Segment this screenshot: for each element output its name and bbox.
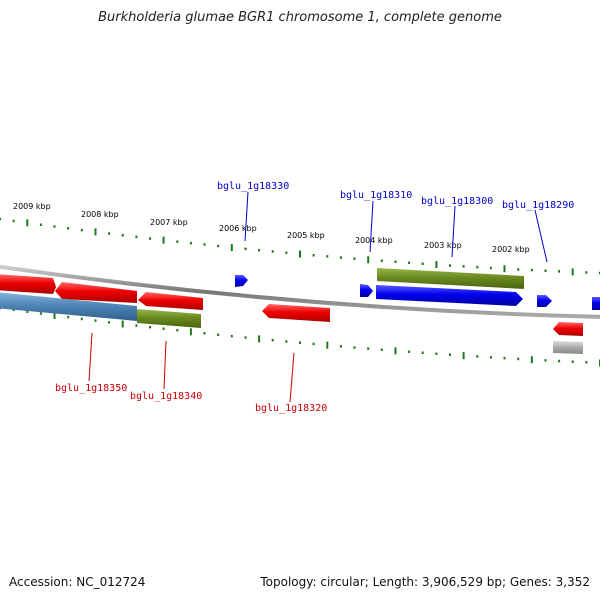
gene-arrow-bglu-1g18320[interactable] <box>262 304 330 322</box>
bottom-leader-lines <box>88 332 295 403</box>
forward-strand-genes <box>235 275 600 310</box>
gene-arrow-red[interactable] <box>0 274 56 294</box>
kbp-label-2008: 2008 kbp <box>81 210 119 219</box>
kbp-scale-labels: 2009 kbp 2008 kbp 2007 kbp 2006 kbp 2005… <box>13 202 530 254</box>
gene-label-bglu-1g18290[interactable]: bglu_1g18290 <box>502 200 574 211</box>
gene-arrow-blue-edge[interactable] <box>592 297 600 310</box>
top-gene-labels: bglu_1g18330 bglu_1g18310 bglu_1g18300 b… <box>217 181 574 211</box>
kbp-label-2003: 2003 kbp <box>424 241 462 250</box>
kbp-label-2004: 2004 kbp <box>355 236 393 245</box>
gene-label-bglu-1g18350[interactable]: bglu_1g18350 <box>55 383 127 394</box>
chromosome-backbone <box>0 264 600 319</box>
gene-label-bglu-1g18310[interactable]: bglu_1g18310 <box>340 190 412 201</box>
kbp-label-2005: 2005 kbp <box>287 231 325 240</box>
genome-summary-text: Topology: circular; Length: 3,906,529 bp… <box>260 575 590 589</box>
gene-label-bglu-1g18340[interactable]: bglu_1g18340 <box>130 391 202 402</box>
gene-label-bglu-1g18330[interactable]: bglu_1g18330 <box>217 181 289 192</box>
gene-arrow-bglu-1g18350[interactable] <box>55 282 137 303</box>
kbp-label-2006: 2006 kbp <box>219 224 257 233</box>
bottom-gene-labels: bglu_1g18350 bglu_1g18340 bglu_1g18320 <box>55 383 327 414</box>
accession-text: Accession: NC_012724 <box>9 575 146 589</box>
gene-arrow-bglu-1g18310-small[interactable] <box>360 284 373 297</box>
gene-arrow-bglu-1g18300[interactable] <box>376 285 523 306</box>
gene-label-bglu-1g18320[interactable]: bglu_1g18320 <box>255 403 327 414</box>
gene-arrow-red-right[interactable] <box>553 322 583 336</box>
gene-label-bglu-1g18300[interactable]: bglu_1g18300 <box>421 196 493 207</box>
top-leader-lines <box>244 191 548 263</box>
gene-arrow-bglu-1g18330[interactable] <box>235 275 248 287</box>
gene-arrow-bglu-1g18340[interactable] <box>138 292 203 310</box>
kbp-label-2007: 2007 kbp <box>150 218 188 227</box>
map-title: Burkholderia glumae BGR1 chromosome 1, c… <box>98 10 502 25</box>
gene-arrow-bglu-1g18290[interactable] <box>537 295 552 307</box>
reverse-strand-genes <box>0 274 583 336</box>
cog-band-green-lower <box>137 309 201 328</box>
cog-band-inner <box>0 292 583 354</box>
cog-band-steel <box>0 292 137 321</box>
pseudo-gene-band <box>553 341 583 354</box>
position-ticks-outer <box>0 217 600 276</box>
kbp-label-2002: 2002 kbp <box>492 245 530 254</box>
kbp-label-2009: 2009 kbp <box>13 202 51 211</box>
cog-band-green-upper <box>377 268 524 289</box>
